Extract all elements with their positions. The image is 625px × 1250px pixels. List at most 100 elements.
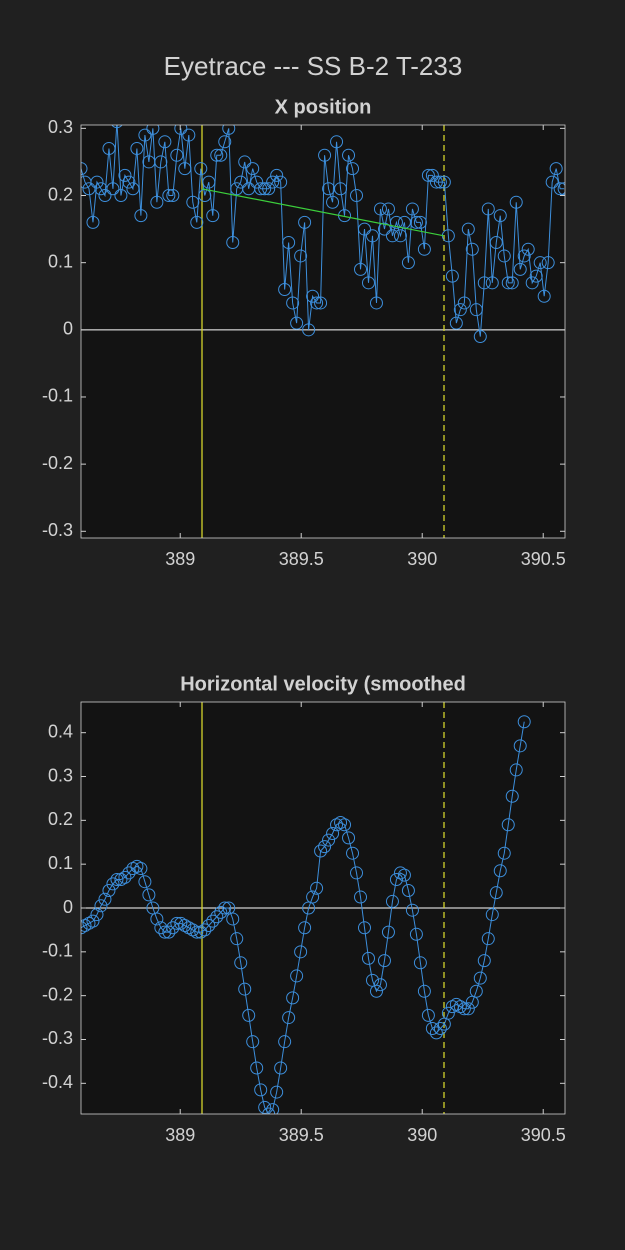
sample-marker bbox=[170, 916, 184, 930]
sample-marker bbox=[210, 910, 224, 924]
sample-marker bbox=[461, 222, 475, 236]
figure-title: Eyetrace --- SS B-2 T-233 bbox=[164, 51, 463, 81]
sample-marker bbox=[190, 925, 204, 939]
sample-marker bbox=[350, 189, 364, 203]
x-tick-label: 389 bbox=[165, 1125, 195, 1145]
sample-marker bbox=[354, 890, 368, 904]
sample-marker bbox=[358, 921, 372, 935]
sample-marker bbox=[330, 135, 344, 149]
x-tick-label: 389.5 bbox=[279, 549, 324, 569]
sample-marker bbox=[234, 956, 248, 970]
sample-marker bbox=[262, 182, 276, 196]
sample-marker bbox=[186, 195, 200, 209]
sample-marker bbox=[437, 175, 451, 189]
sample-marker bbox=[381, 925, 395, 939]
sample-marker bbox=[381, 202, 395, 216]
sample-marker bbox=[421, 1008, 435, 1022]
sample-marker bbox=[553, 182, 565, 196]
sample-marker bbox=[290, 969, 304, 983]
sample-marker bbox=[314, 844, 328, 858]
axes-title: X position bbox=[275, 96, 372, 118]
sample-marker bbox=[361, 951, 375, 965]
sample-marker bbox=[102, 883, 116, 897]
sample-marker bbox=[385, 229, 399, 243]
sample-marker bbox=[433, 175, 447, 189]
sample-marker bbox=[86, 914, 100, 928]
sample-marker bbox=[377, 954, 391, 968]
sample-marker bbox=[90, 908, 104, 922]
sample-marker bbox=[158, 925, 172, 939]
y-tick-label: 0.1 bbox=[48, 853, 73, 873]
sample-marker bbox=[190, 215, 204, 229]
sample-marker bbox=[202, 175, 216, 189]
sample-marker bbox=[481, 932, 495, 946]
sample-marker bbox=[102, 142, 116, 156]
y-tick-label: 0.2 bbox=[48, 809, 73, 829]
x-tick-label: 389 bbox=[165, 549, 195, 569]
sample-marker bbox=[81, 162, 88, 176]
sample-marker bbox=[441, 1006, 455, 1020]
sample-marker bbox=[318, 148, 332, 162]
sample-marker bbox=[413, 215, 427, 229]
sample-marker bbox=[130, 142, 144, 156]
trace-line bbox=[81, 125, 565, 337]
sample-marker bbox=[86, 215, 100, 229]
sample-marker bbox=[505, 789, 519, 803]
y-tick-label: -0.4 bbox=[42, 1072, 73, 1092]
sample-marker bbox=[150, 195, 164, 209]
sample-marker bbox=[302, 323, 316, 337]
sample-marker bbox=[493, 864, 507, 878]
sample-marker bbox=[126, 182, 140, 196]
sample-marker bbox=[278, 283, 292, 297]
sample-marker bbox=[258, 182, 272, 196]
sample-marker bbox=[465, 242, 479, 256]
sample-marker bbox=[549, 162, 563, 176]
sample-marker bbox=[409, 215, 423, 229]
sample-marker bbox=[342, 831, 356, 845]
sample-marker bbox=[146, 125, 160, 135]
axes-title: Horizontal velocity (smoothed bbox=[180, 673, 466, 695]
sample-marker bbox=[290, 316, 304, 330]
sample-marker bbox=[314, 296, 328, 310]
sample-marker bbox=[218, 901, 232, 915]
plot-area bbox=[81, 125, 565, 538]
sample-marker bbox=[358, 222, 372, 236]
sample-marker bbox=[158, 135, 172, 149]
sample-marker bbox=[326, 826, 340, 840]
sample-marker bbox=[346, 846, 360, 860]
sample-marker bbox=[461, 1002, 475, 1016]
sample-marker bbox=[246, 1035, 260, 1049]
sample-marker bbox=[326, 195, 340, 209]
x-tick-label: 390 bbox=[407, 549, 437, 569]
sample-marker bbox=[274, 1061, 288, 1075]
sample-marker bbox=[246, 162, 260, 176]
sample-marker bbox=[361, 276, 375, 290]
sample-marker bbox=[509, 195, 523, 209]
axes-box bbox=[80, 124, 566, 539]
sample-marker bbox=[405, 903, 419, 917]
sample-marker bbox=[254, 182, 268, 196]
sample-marker bbox=[266, 175, 280, 189]
sample-marker bbox=[369, 296, 383, 310]
sample-marker bbox=[501, 818, 515, 832]
sample-marker bbox=[354, 262, 368, 276]
y-tick-label: 0.1 bbox=[48, 251, 73, 271]
y-tick-label: -0.1 bbox=[42, 941, 73, 961]
sample-marker bbox=[425, 168, 439, 182]
sample-marker bbox=[389, 873, 403, 887]
sample-marker bbox=[210, 148, 224, 162]
sample-marker bbox=[389, 215, 403, 229]
sample-marker bbox=[98, 892, 112, 906]
sample-marker bbox=[298, 921, 312, 935]
sample-marker bbox=[405, 202, 419, 216]
sample-marker bbox=[94, 899, 108, 913]
sample-marker bbox=[306, 289, 320, 303]
sample-marker bbox=[142, 888, 156, 902]
sample-marker bbox=[218, 135, 232, 149]
sample-marker bbox=[214, 905, 228, 919]
sample-marker bbox=[350, 866, 364, 880]
y-tick-label: 0 bbox=[63, 319, 73, 339]
sample-marker bbox=[377, 222, 391, 236]
sample-marker bbox=[114, 189, 128, 203]
